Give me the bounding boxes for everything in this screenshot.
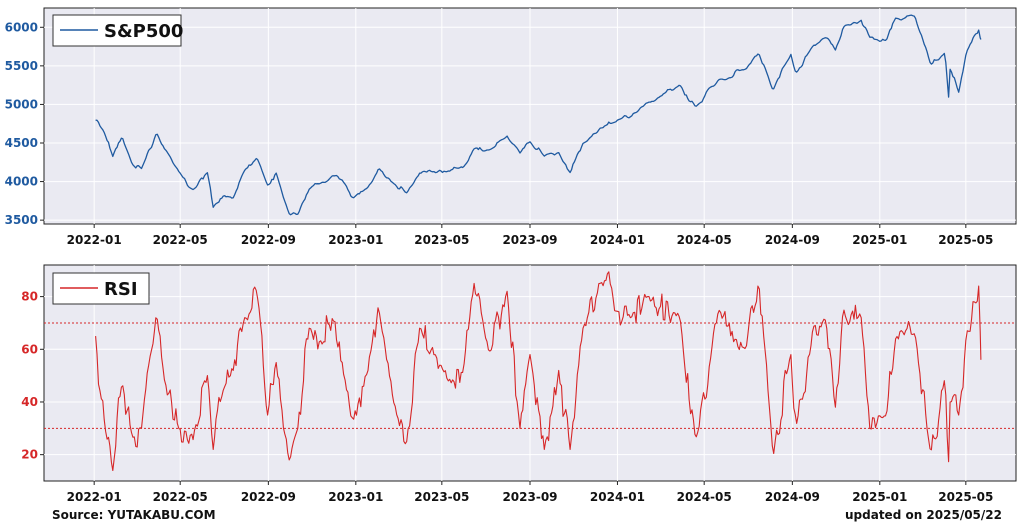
rsi-ytick-label: 20 bbox=[21, 448, 38, 462]
rsi-xtick-label: 2023-05 bbox=[414, 490, 469, 504]
price-xtick-label: 2024-09 bbox=[765, 233, 820, 247]
rsi-xtick-label: 2022-05 bbox=[153, 490, 208, 504]
price-xtick-label: 2024-01 bbox=[590, 233, 645, 247]
price-xtick-label: 2022-05 bbox=[153, 233, 208, 247]
price-xtick-label: 2023-01 bbox=[328, 233, 383, 247]
price-xtick-label: 2023-09 bbox=[502, 233, 557, 247]
price-ytick-label: 6000 bbox=[5, 20, 38, 34]
source-label: Source: YUTAKABU.COM bbox=[52, 508, 216, 522]
price-legend: S&P500 bbox=[52, 14, 183, 47]
price-ytick-label: 5500 bbox=[5, 59, 38, 73]
rsi-legend-label: RSI bbox=[104, 279, 138, 300]
price-xtick-label: 2024-05 bbox=[677, 233, 732, 247]
rsi-xtick-label: 2023-09 bbox=[502, 490, 557, 504]
rsi-xtick-label: 2024-05 bbox=[677, 490, 732, 504]
price-ytick-label: 3500 bbox=[5, 213, 38, 227]
rsi-xtick-label: 2022-01 bbox=[67, 490, 122, 504]
rsi-series-line bbox=[95, 271, 982, 472]
rsi-xtick-label: 2022-09 bbox=[241, 490, 296, 504]
price-ytick-label: 5000 bbox=[5, 97, 38, 111]
price-ytick-label: 4000 bbox=[5, 175, 38, 189]
price-xtick-label: 2023-05 bbox=[414, 233, 469, 247]
price-xtick-label: 2025-05 bbox=[938, 233, 993, 247]
price-xtick-label: 2022-01 bbox=[67, 233, 122, 247]
rsi-xtick-label: 2024-09 bbox=[765, 490, 820, 504]
rsi-ytick-label: 40 bbox=[21, 395, 38, 409]
price-xtick-label: 2025-01 bbox=[852, 233, 907, 247]
price-ytick-label: 4500 bbox=[5, 136, 38, 150]
rsi-xtick-label: 2025-05 bbox=[938, 490, 993, 504]
price-xtick-label: 2022-09 bbox=[241, 233, 296, 247]
price-legend-label: S&P500 bbox=[104, 21, 183, 42]
rsi-ytick-label: 80 bbox=[21, 290, 38, 304]
rsi-ytick-label: 60 bbox=[21, 342, 38, 356]
rsi-xtick-label: 2025-01 bbox=[852, 490, 907, 504]
rsi-legend: RSI bbox=[52, 272, 150, 305]
updated-label: updated on 2025/05/22 bbox=[845, 508, 1002, 522]
price-series-line bbox=[95, 14, 982, 216]
rsi-xtick-label: 2024-01 bbox=[590, 490, 645, 504]
rsi-xtick-label: 2023-01 bbox=[328, 490, 383, 504]
